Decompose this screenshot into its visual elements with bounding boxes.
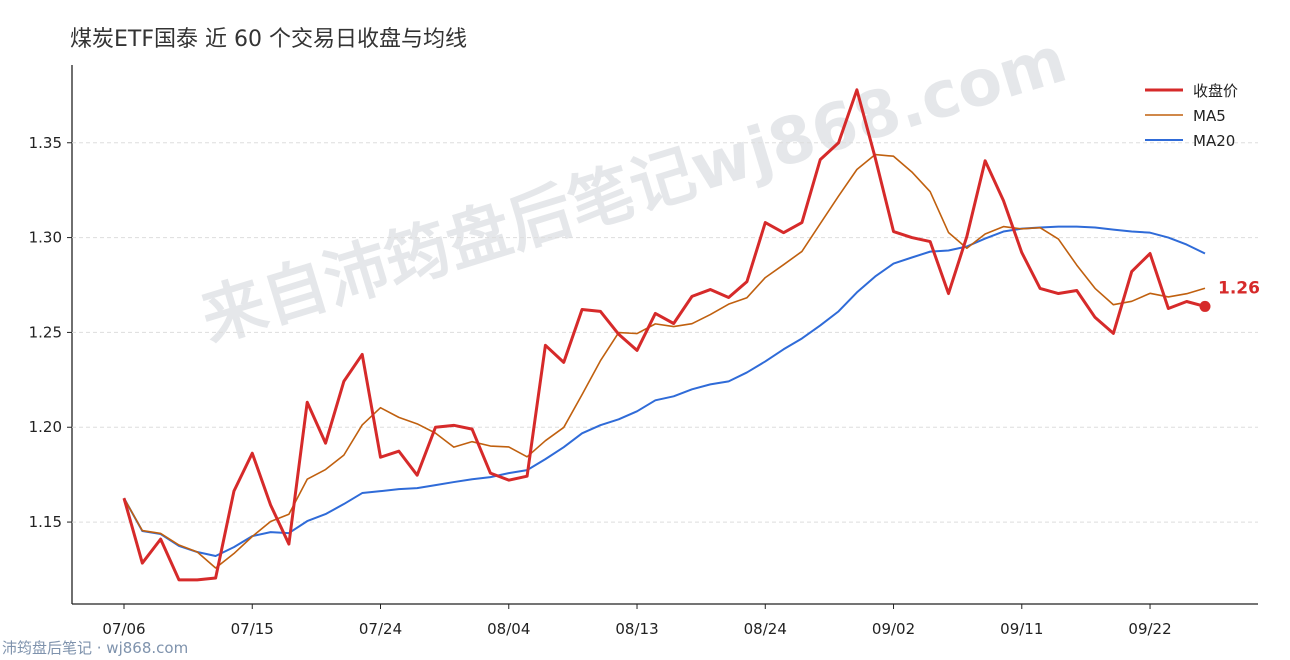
x-tick-label: 09/22 (1128, 620, 1171, 638)
y-tick-label: 1.25 (29, 323, 62, 341)
x-tick-label: 08/13 (615, 620, 658, 638)
y-tick-label: 1.20 (29, 418, 62, 436)
chart-title: 煤炭ETF国泰 近 60 个交易日收盘与均线 (70, 27, 467, 52)
y-tick-label: 1.35 (29, 134, 62, 152)
x-tick-label: 07/24 (359, 620, 402, 638)
footer: 沛筠盘后笔记 · wj868.com (2, 639, 188, 657)
legend-label: 收盘价 (1193, 82, 1238, 100)
x-tick-label: 08/24 (744, 620, 787, 638)
legend-label: MA20 (1193, 132, 1235, 150)
x-tick-label: 09/02 (872, 620, 915, 638)
y-tick-label: 1.15 (29, 513, 62, 531)
x-tick-label: 07/06 (102, 620, 145, 638)
x-tick-label: 07/15 (231, 620, 274, 638)
watermark: 来自沛筠盘后笔记wj868.com (193, 23, 1075, 357)
value-label: 1.26 (1218, 278, 1260, 298)
legend-label: MA5 (1193, 107, 1226, 125)
y-tick-label: 1.30 (29, 229, 62, 247)
x-tick-label: 08/04 (487, 620, 530, 638)
series-line (122, 88, 1206, 582)
end-point (1199, 300, 1211, 312)
x-tick-label: 09/11 (1000, 620, 1043, 638)
series-line (123, 153, 1206, 569)
